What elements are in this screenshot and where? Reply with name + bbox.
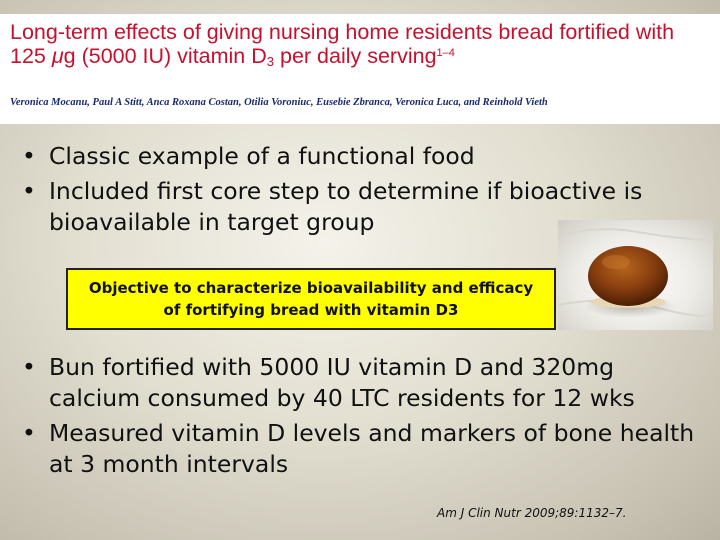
objective-text: Objective to characterize bioavailabilit… (89, 277, 533, 321)
title-subscript: 3 (266, 54, 275, 69)
bread-bun-illustration (558, 228, 713, 318)
bullet-marker: • (22, 142, 36, 170)
mu-symbol: μ (51, 44, 64, 68)
bullet-text: Included first core step to determine if… (49, 177, 643, 236)
objective-callout: Objective to characterize bioavailabilit… (66, 268, 556, 330)
journal-citation: Am J Clin Nutr 2009;89:1132–7. (437, 506, 627, 520)
bullet-list-top: • Classic example of a functional food •… (22, 141, 712, 242)
paper-header-banner (0, 14, 720, 124)
bullet-marker: • (22, 353, 36, 381)
objective-line-2: of fortifying bread with vitamin D3 (163, 301, 459, 319)
bullet-text: Bun fortified with 5000 IU vitamin D and… (49, 353, 635, 412)
bread-bun-photo (558, 220, 713, 330)
title-line-2b: g (5000 IU) vitamin D (63, 44, 267, 68)
bullet-marker: • (22, 177, 36, 205)
title-line-1: Long-term effects of giving nursing home… (10, 20, 675, 44)
paper-title: Long-term effects of giving nursing home… (10, 20, 715, 68)
bullet-item: • Classic example of a functional food (22, 141, 712, 172)
title-line-2a: 125 (10, 44, 46, 68)
title-superscript: 1–4 (436, 47, 455, 59)
bullet-text: Measured vitamin D levels and markers of… (49, 419, 695, 478)
objective-line-1: Objective to characterize bioavailabilit… (88, 279, 534, 297)
bullet-item: • Bun fortified with 5000 IU vitamin D a… (22, 352, 712, 414)
bullet-text: Classic example of a functional food (49, 142, 475, 170)
title-line-2c: per daily serving (274, 44, 437, 68)
bullet-marker: • (22, 419, 36, 447)
bullet-item: • Measured vitamin D levels and markers … (22, 418, 712, 480)
bullet-item: • Included first core step to determine … (22, 176, 712, 238)
paper-authors: Veronica Mocanu, Paul A Stitt, Anca Roxa… (10, 97, 548, 108)
bullet-list-bottom: • Bun fortified with 5000 IU vitamin D a… (22, 352, 712, 484)
